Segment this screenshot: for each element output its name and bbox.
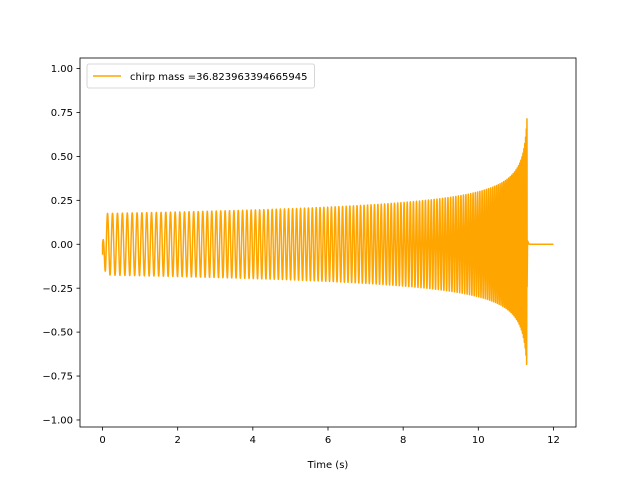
y-tick-label: −0.50 <box>42 328 73 339</box>
y-tick-label: 1.00 <box>51 64 73 75</box>
y-axis: −1.00 −0.75 −0.50 −0.25 0.00 0.25 0.50 0.75 1.00 <box>42 64 80 427</box>
y-tick-label: 0.75 <box>51 108 73 119</box>
y-tick-label: 0.50 <box>51 152 73 163</box>
x-axis: 0 2 4 6 8 10 12 <box>99 427 560 446</box>
y-tick-label: 0.25 <box>51 196 73 207</box>
x-tick-label: 10 <box>472 435 485 446</box>
y-tick-label: −0.25 <box>42 284 73 295</box>
x-tick-label: 12 <box>547 435 560 446</box>
x-tick-label: 0 <box>99 435 105 446</box>
y-tick-label: −1.00 <box>42 416 73 427</box>
x-tick-label: 8 <box>400 435 406 446</box>
x-tick-label: 4 <box>250 435 256 446</box>
legend-label: chirp mass =36.823963394665945 <box>130 72 307 83</box>
legend-box <box>86 63 315 89</box>
x-axis-label: Time (s) <box>307 460 349 471</box>
series-line-chirp <box>101 118 554 366</box>
x-tick-label: 6 <box>325 435 331 446</box>
legend: chirp mass =36.823963394665945 <box>86 63 315 89</box>
plot-area <box>101 118 554 366</box>
y-tick-label: 0.00 <box>51 240 73 251</box>
y-tick-label: −0.75 <box>42 372 73 383</box>
x-tick-label: 2 <box>175 435 181 446</box>
